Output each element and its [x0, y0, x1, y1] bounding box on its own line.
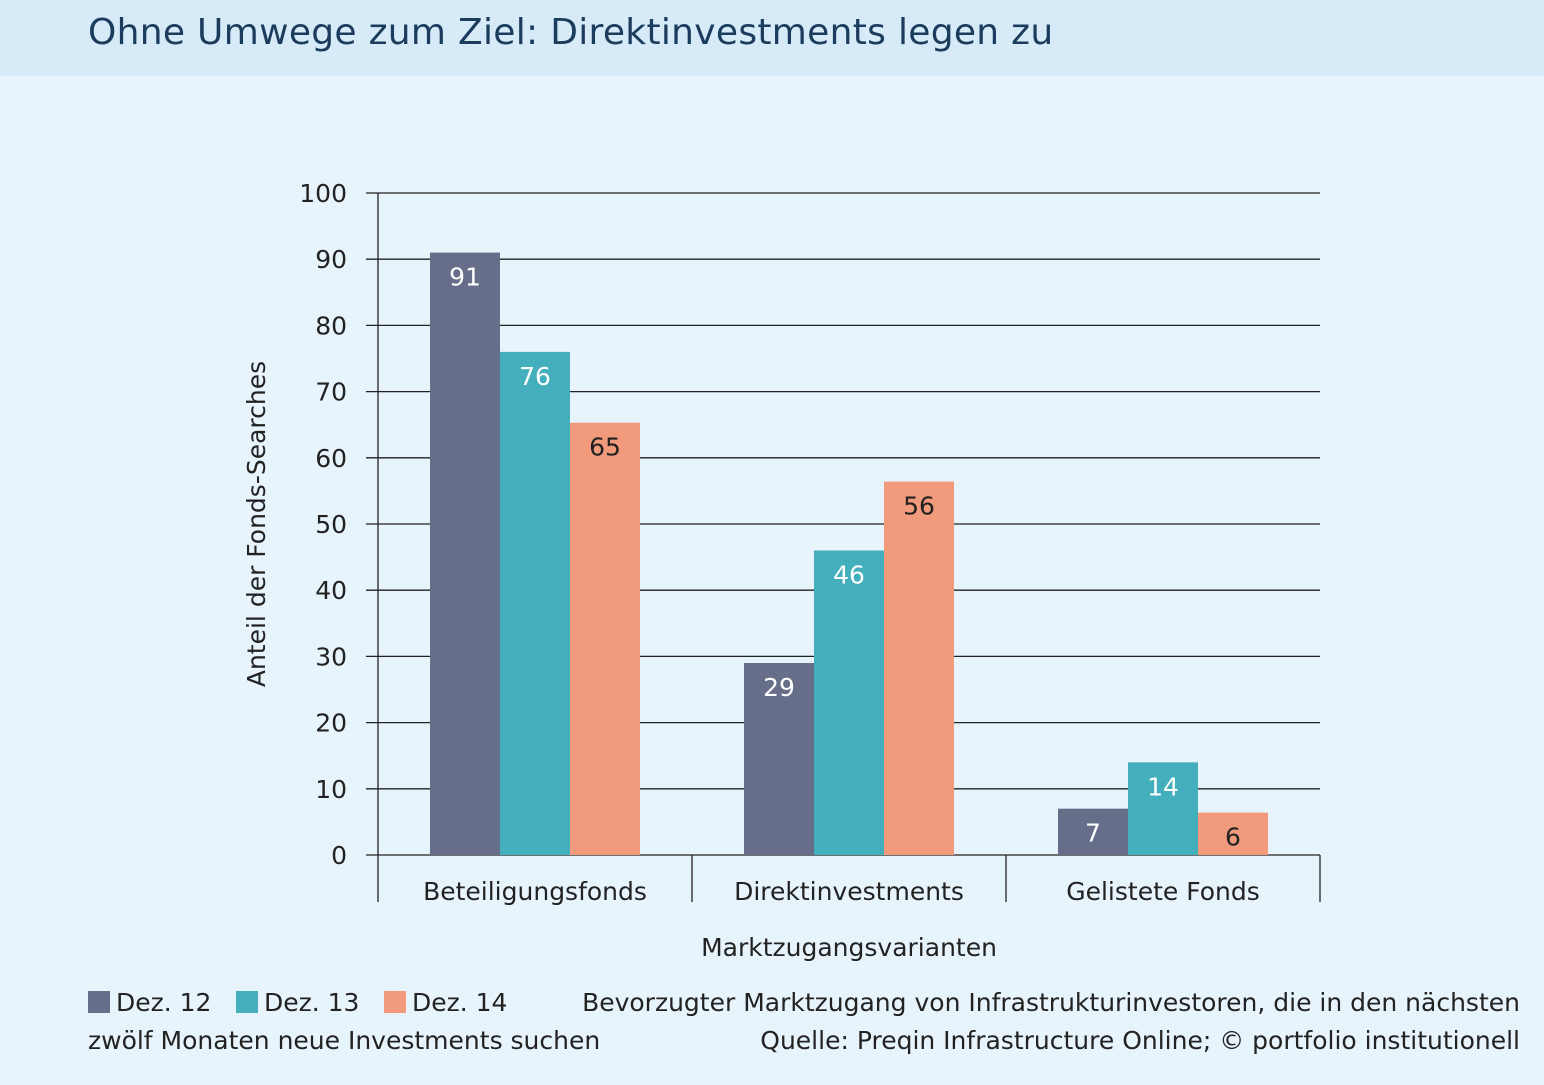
- data-label: 7: [1085, 819, 1101, 848]
- legend-label-dez-13: Dez. 13: [264, 988, 360, 1017]
- chart-title: Ohne Umwege zum Ziel: Direktinvestments …: [88, 12, 1054, 53]
- y-tick-label-90: 90: [315, 245, 347, 274]
- description-line-1: Bevorzugter Marktzugang von Infrastruktu…: [582, 988, 1520, 1017]
- x-axis-label: Marktzugangsvarianten: [701, 933, 997, 962]
- legend-item-dez-13: Dez. 13: [236, 988, 359, 1017]
- data-label: 56: [903, 492, 935, 521]
- y-tick-label-50: 50: [315, 510, 347, 539]
- data-label: 76: [519, 362, 551, 391]
- data-label: 29: [763, 673, 795, 702]
- data-label: 91: [449, 263, 481, 292]
- title-bar: Ohne Umwege zum Ziel: Direktinvestments …: [0, 0, 1544, 76]
- bar-gelistete-fonds-dez-14: [1198, 812, 1268, 855]
- y-tick-label-60: 60: [315, 444, 347, 473]
- bar-direktinvestments-dez-14: [884, 481, 954, 855]
- legend-swatch-dez-14: [384, 991, 406, 1013]
- source-note: Quelle: Preqin Infrastructure Online; © …: [760, 1026, 1520, 1055]
- x-tick-label-direktinvestments: Direktinvestments: [734, 877, 964, 906]
- y-tick-label-40: 40: [315, 576, 347, 605]
- bar-direktinvestments-dez-12: [744, 663, 814, 855]
- bar-beteiligungsfonds-dez-13: [500, 351, 570, 855]
- legend-item-dez-14: Dez. 14: [384, 988, 507, 1017]
- data-label: 46: [833, 560, 865, 589]
- x-tick-label-beteiligungsfonds: Beteiligungsfonds: [423, 877, 647, 906]
- bar-beteiligungsfonds-dez-12: [430, 252, 500, 855]
- bar-gelistete-fonds-dez-13: [1128, 762, 1198, 855]
- y-tick-label-0: 0: [331, 841, 347, 870]
- y-tick-label-70: 70: [315, 378, 347, 407]
- y-tick-label-80: 80: [315, 311, 347, 340]
- bar-direktinvestments-dez-13: [814, 550, 884, 855]
- data-label: 6: [1225, 823, 1241, 852]
- legend-label-dez-12: Dez. 12: [116, 988, 212, 1017]
- y-axis-label: Anteil der Fonds-Searches: [242, 361, 271, 687]
- y-tick-label-30: 30: [315, 642, 347, 671]
- legend: Dez. 12 Dez. 13 Dez. 14 Bevorzugter Mark…: [88, 988, 1520, 1022]
- legend-label-dez-14: Dez. 14: [412, 988, 508, 1017]
- bar-chart: 0102030405060708090100917665Beteiligungs…: [242, 179, 1321, 962]
- footer-line: zwölf Monaten neue Investments suchen Qu…: [88, 1026, 1520, 1060]
- y-tick-label-20: 20: [315, 709, 347, 738]
- y-tick-label-10: 10: [315, 775, 347, 804]
- description-line-2: zwölf Monaten neue Investments suchen: [88, 1026, 601, 1055]
- legend-swatch-dez-13: [236, 991, 258, 1013]
- bar-gelistete-fonds-dez-12: [1058, 808, 1128, 855]
- data-label: 65: [589, 433, 621, 462]
- y-tick-label-100: 100: [299, 179, 347, 208]
- bar-beteiligungsfonds-dez-14: [570, 422, 640, 855]
- legend-swatch-dez-12: [88, 991, 110, 1013]
- legend-item-dez-12: Dez. 12: [88, 988, 211, 1017]
- x-tick-label-gelistete-fonds: Gelistete Fonds: [1066, 877, 1260, 906]
- data-label: 14: [1147, 772, 1179, 801]
